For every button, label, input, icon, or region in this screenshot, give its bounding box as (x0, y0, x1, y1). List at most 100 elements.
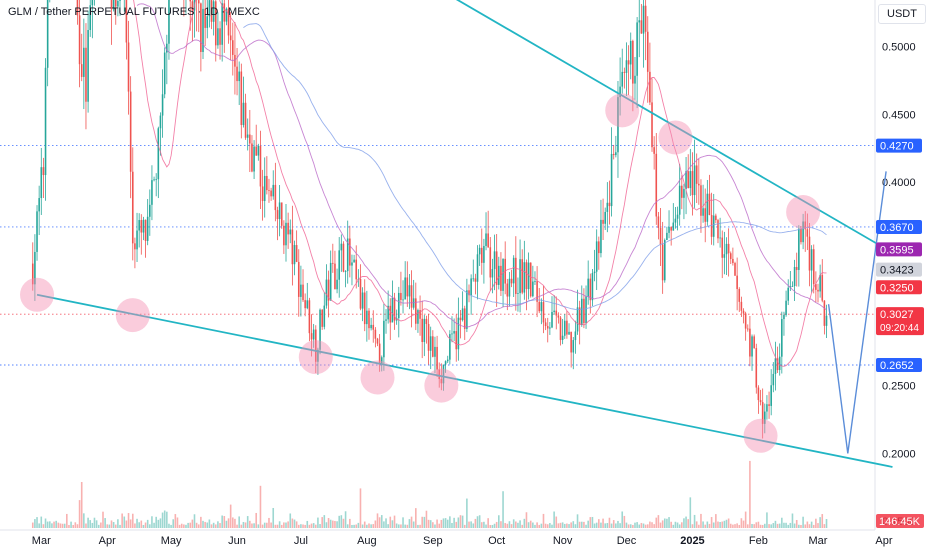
x-tick-label: Mar (32, 535, 51, 547)
volume-bar (566, 523, 568, 528)
candle-body (112, 0, 115, 10)
volume-bar (500, 521, 502, 528)
volume-bar (561, 522, 564, 528)
volume-bar (197, 524, 200, 528)
volume-bar (657, 515, 660, 528)
candle-body (461, 308, 464, 321)
volume-bar (527, 522, 530, 528)
candle-body (370, 324, 372, 329)
volume-bar (678, 524, 681, 528)
volume-bar (266, 522, 268, 528)
volume-bar (310, 523, 313, 528)
candle-body (625, 60, 628, 73)
volume-bar (408, 519, 411, 528)
candle-body (785, 300, 787, 315)
volume-bar (727, 518, 730, 528)
volume-bar (404, 524, 406, 528)
volume-bar (210, 524, 213, 528)
candle-body (487, 233, 489, 248)
y-tick-label: 0.5000 (882, 42, 916, 54)
candle-body (214, 1, 217, 46)
candle-body (197, 0, 200, 4)
volume-bar (602, 518, 604, 528)
candle-body (687, 171, 689, 189)
volume-bar (349, 518, 351, 528)
candle-body (521, 259, 524, 293)
volume-bar (791, 513, 794, 528)
volume-bar (615, 523, 617, 528)
volume-bar (525, 512, 528, 528)
volume-bar (127, 513, 130, 528)
candle-body (300, 284, 302, 297)
volume-bar (461, 515, 464, 528)
candle-body (778, 356, 781, 371)
candle-body (408, 285, 411, 297)
candle-body (544, 322, 547, 327)
volume-bar (553, 511, 555, 528)
candle-body (463, 308, 466, 329)
volume-bar (593, 523, 596, 528)
volume-bar (444, 518, 447, 528)
volume-bar (397, 524, 400, 528)
volume-bar (542, 513, 545, 528)
volume-bar (646, 524, 649, 528)
volume-bar (642, 523, 645, 528)
volume-bar (623, 515, 626, 528)
candle-body (208, 0, 211, 17)
volume-bar (470, 521, 472, 528)
candle-body (259, 145, 262, 187)
volume-bar (289, 513, 292, 528)
volume-bar (668, 517, 670, 528)
touch-point-marker (115, 298, 150, 333)
touch-point-marker (658, 120, 693, 155)
candle-body (695, 165, 698, 184)
candle-body (734, 263, 736, 276)
volume-bar (166, 511, 168, 528)
volume-bar (729, 523, 732, 528)
candle-body (672, 222, 675, 231)
candle-body (385, 319, 387, 321)
volume-bar (744, 511, 747, 528)
volume-bar (363, 521, 366, 528)
candle-body (561, 335, 564, 340)
candle-body (202, 8, 204, 52)
candle-body (340, 243, 343, 251)
candle-body (506, 283, 509, 297)
currency-button[interactable]: USDT (878, 4, 926, 24)
candle-body (240, 71, 243, 125)
volume-bar (770, 524, 772, 528)
volume-bar (223, 516, 226, 528)
candle-body (83, 47, 85, 77)
volume-bar (204, 521, 206, 528)
candle-body (742, 310, 745, 314)
candle-body (36, 211, 38, 252)
volume-bar (91, 522, 94, 528)
candle-body (825, 315, 828, 326)
x-tick-label: Jun (228, 535, 246, 547)
volume-bar (740, 518, 743, 528)
candle-body (821, 275, 824, 301)
volume-bar (402, 517, 404, 528)
volume-bar (285, 522, 287, 528)
candle-body (776, 358, 779, 371)
candle-body (800, 228, 802, 243)
volume-bar (506, 523, 509, 528)
volume-bar (681, 522, 683, 528)
volume-bar (104, 518, 106, 528)
candle-body (732, 258, 734, 264)
x-tick-label: Aug (357, 535, 377, 547)
candle-body (85, 47, 87, 102)
candle-body (80, 64, 83, 77)
candle-body (608, 202, 611, 207)
volume-bar (495, 521, 498, 528)
volume-bar (125, 520, 128, 528)
volume-bar (208, 519, 211, 528)
volume-bar (134, 523, 136, 528)
volume-bar (610, 523, 613, 528)
volume-bar (766, 512, 768, 528)
volume-bar (70, 521, 72, 528)
candle-body (31, 263, 34, 285)
volume-bar (168, 523, 170, 528)
volume-bar (783, 522, 785, 528)
